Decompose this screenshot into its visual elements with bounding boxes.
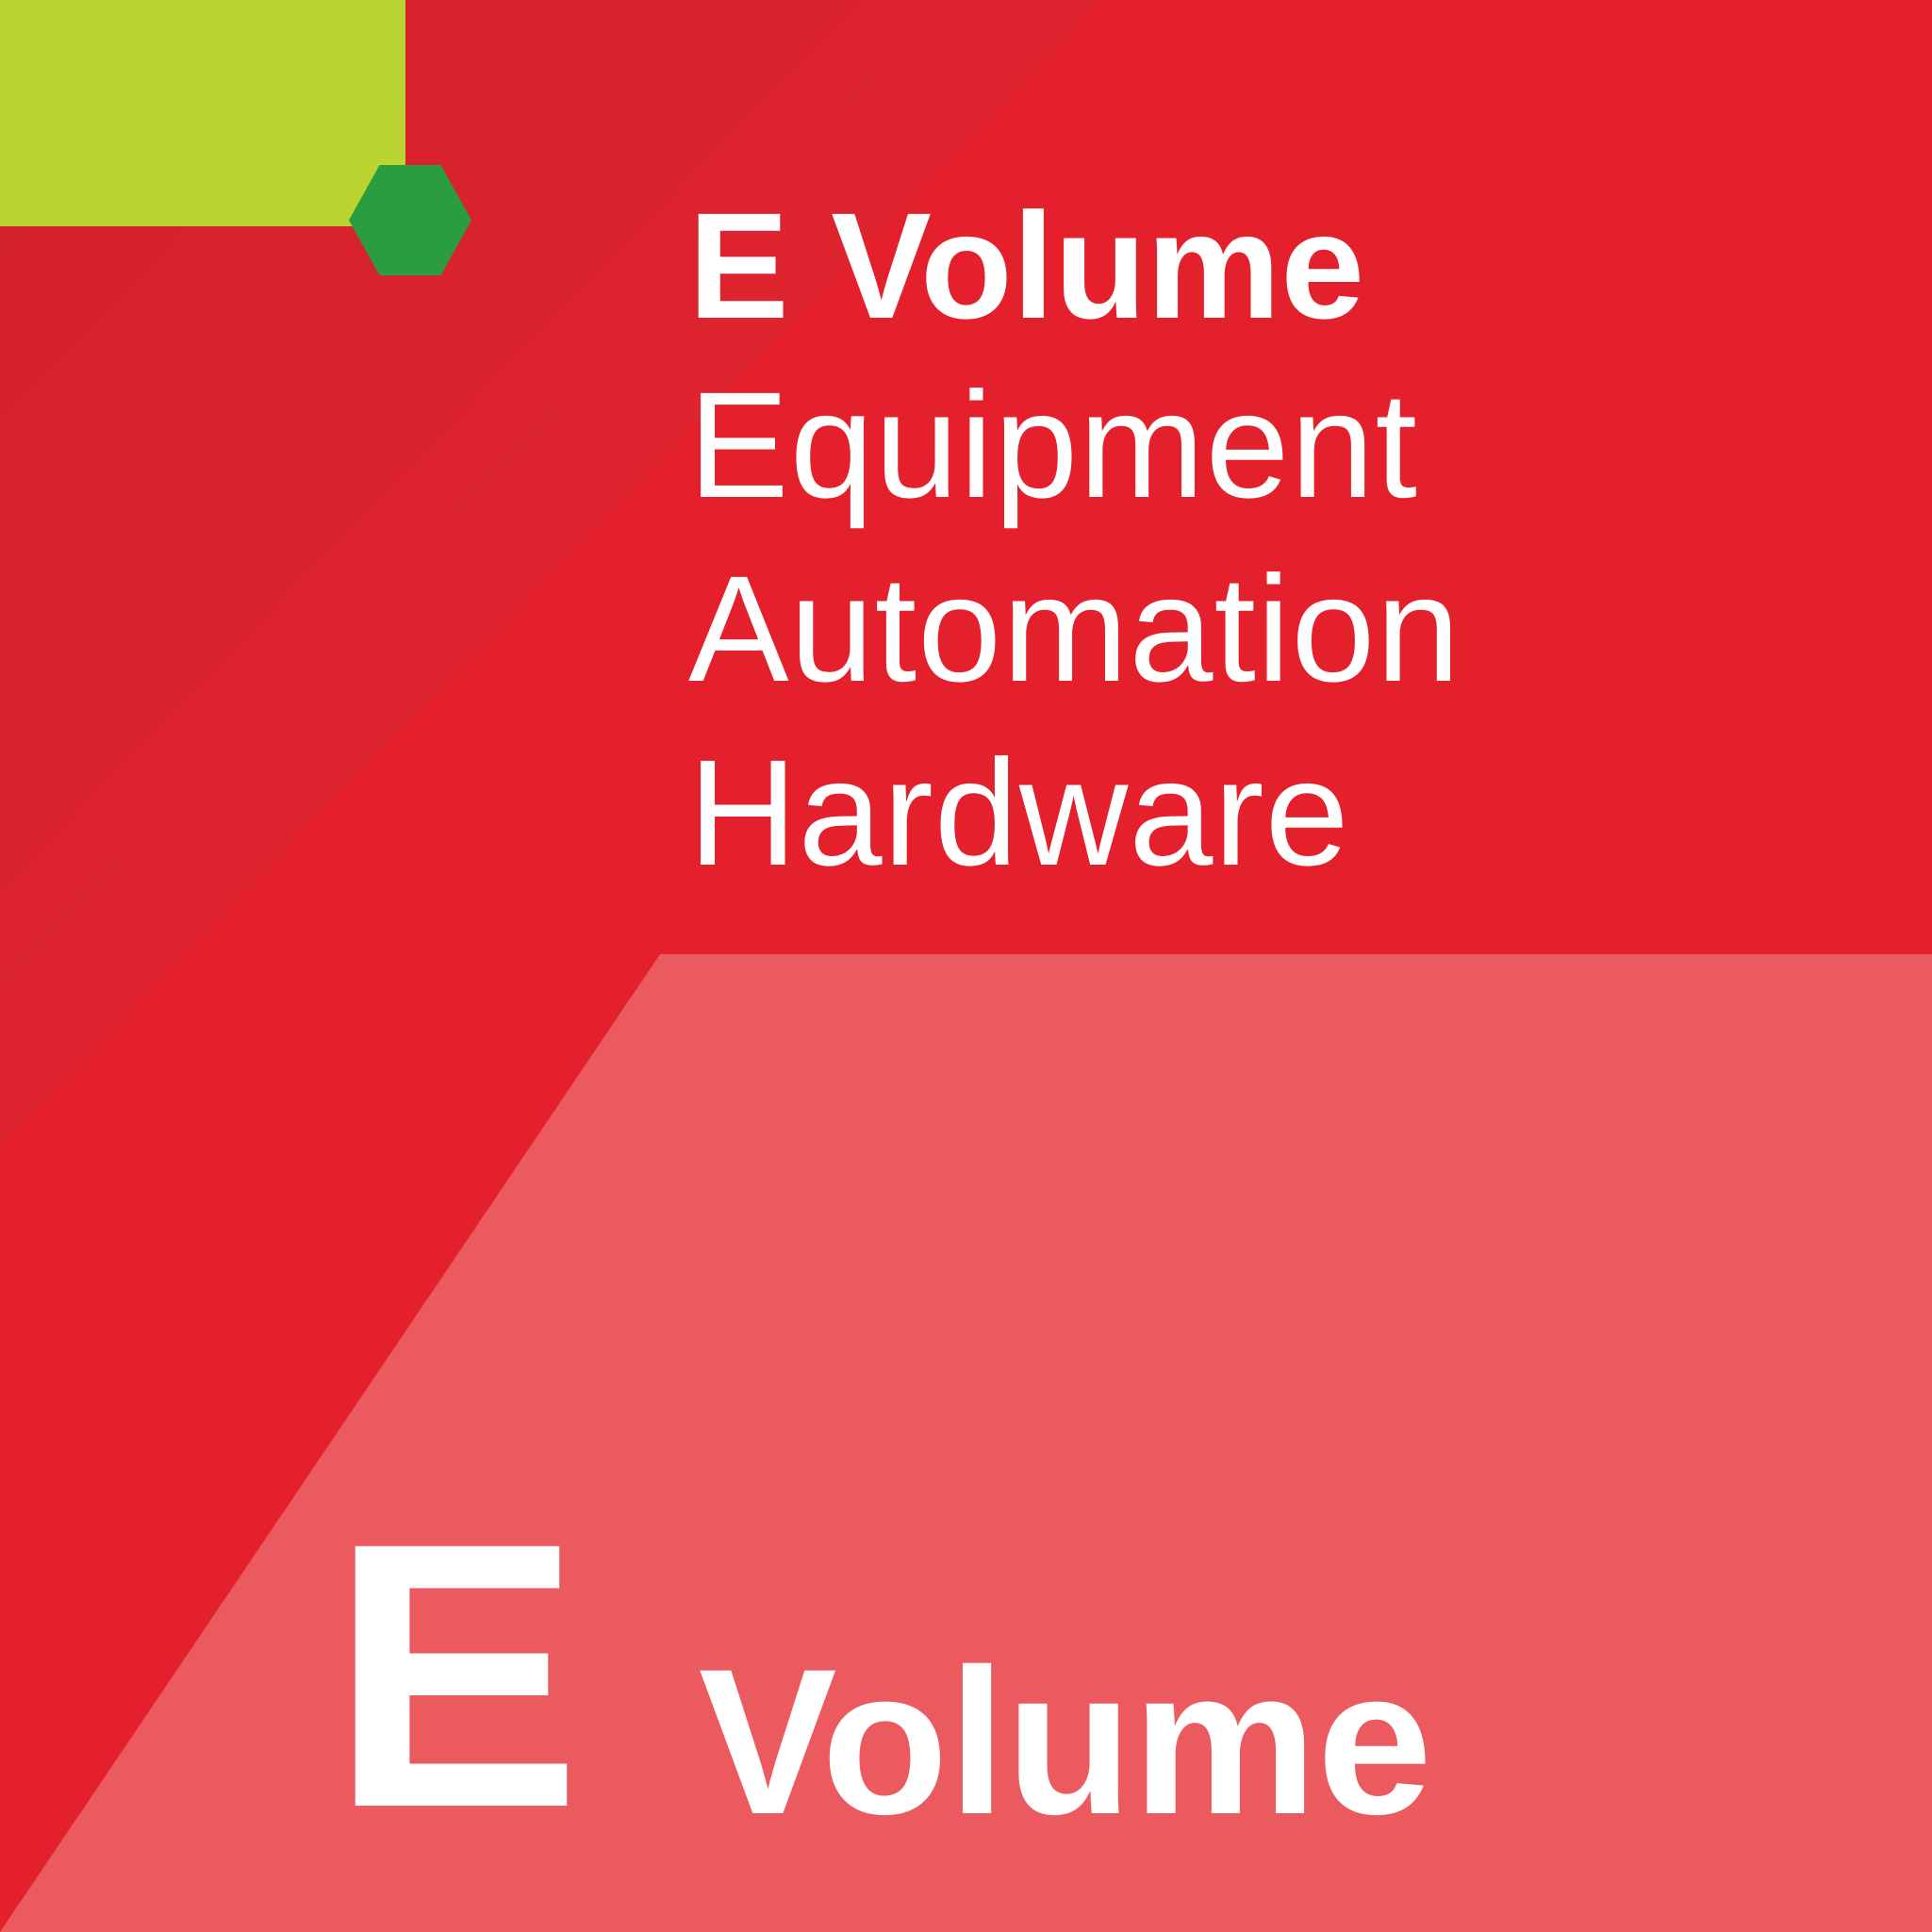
top-subtitle-line: Automation bbox=[688, 537, 1461, 720]
lime-corner-shape bbox=[0, 0, 405, 226]
top-subtitle-line: Hardware bbox=[688, 720, 1461, 904]
top-title: E Volume bbox=[688, 179, 1461, 353]
bottom-word: Volume bbox=[699, 1638, 1432, 1845]
top-subtitle-line: Equipment bbox=[688, 353, 1461, 537]
bottom-big-letter: E bbox=[330, 1521, 576, 1830]
top-subtitle-block: Equipment Automation Hardware bbox=[688, 353, 1461, 905]
bottom-text-block: E Volume bbox=[330, 1521, 1432, 1838]
top-text-block: E Volume Equipment Automation Hardware bbox=[688, 179, 1461, 905]
cover-canvas: E Volume Equipment Automation Hardware E… bbox=[0, 0, 1932, 1932]
